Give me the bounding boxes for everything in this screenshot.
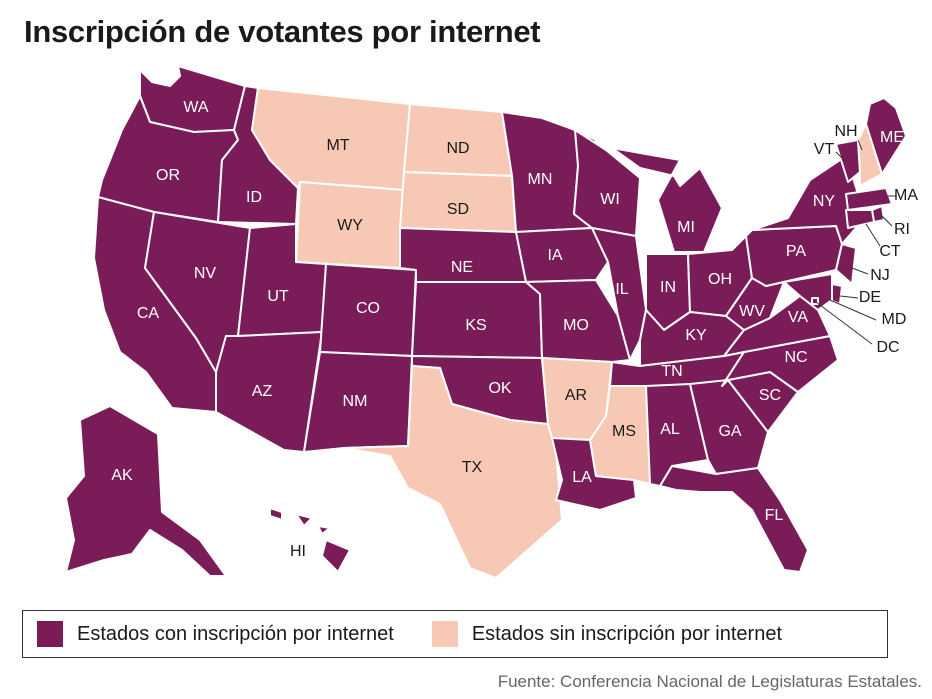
state-label-nm: NM [343,393,368,410]
state-label-al: AL [660,421,680,438]
state-label-nd: ND [446,140,469,157]
legend-swatch-with-online [37,621,63,647]
state-label-de: DE [859,289,881,306]
state-tx [343,365,563,579]
state-label-tn: TN [661,363,682,380]
state-nj [835,243,857,285]
state-label-ar: AR [565,387,587,404]
legend-label-without-online: Estados sin inscripción por internet [471,622,782,645]
state-label-ri: RI [894,221,910,238]
state-label-or: OR [156,167,180,184]
leader-line-vt [835,151,847,163]
state-me [865,97,907,175]
state-mo [525,279,631,363]
legend: Estados con inscripción por internet Est… [22,610,888,658]
state-ms [589,385,651,485]
state-label-sd: SD [447,201,469,218]
state-label-wy: WY [337,217,363,234]
legend-swatch-without-online [431,621,458,647]
state-label-la: LA [572,469,592,486]
state-label-nj: NJ [870,267,890,284]
state-label-ut: UT [267,288,289,305]
state-hi [269,507,351,573]
state-ia [515,227,609,283]
state-label-sc: SC [759,387,781,404]
state-label-in: IN [660,279,676,296]
state-label-va: VA [788,309,808,326]
state-label-fl: FL [765,507,784,524]
leader-line-dc [815,301,873,345]
us-states-map: WA OR CA ID NV MT WY UT AZ CO NM ND SD NE KS OK TX MN IA MO… [65,65,918,579]
state-label-mo: MO [563,317,589,334]
state-label-nc: NC [784,349,807,366]
state-label-tx: TX [462,459,483,476]
leader-line-nh [857,139,863,151]
state-label-ia: IA [547,247,562,264]
state-label-ks: KS [465,317,486,334]
state-label-ga: GA [718,423,741,440]
state-wi [573,129,641,237]
legend-item-with-online: Estados con inscripción por internet [37,621,394,647]
state-label-ma: MA [894,187,918,204]
state-label-nv: NV [194,265,217,282]
state-label-ak: AK [111,467,133,484]
state-label-pa: PA [786,243,806,260]
state-label-wa: WA [183,99,209,116]
state-label-co: CO [356,300,380,317]
state-ct [845,209,875,229]
legend-label-with-online: Estados con inscripción por internet [77,622,394,645]
leader-line-ri [879,213,893,227]
state-label-me: ME [880,129,904,146]
state-label-mn: MN [528,171,553,188]
state-ma [845,187,893,211]
state-label-mt: MT [326,137,349,154]
state-md [783,273,833,311]
state-label-dc: DC [876,339,899,356]
state-label-vt: VT [814,141,835,158]
state-mi [611,147,723,253]
state-fl [659,465,809,573]
state-label-hi: HI [290,543,306,560]
map-title: Inscripción de votantes por internet [24,14,541,49]
legend-item-without-online: Estados sin inscripción por internet [431,621,782,647]
state-label-ct: CT [879,243,901,260]
leader-line-nj [851,267,869,275]
state-label-oh: OH [708,271,732,288]
state-ak [65,405,227,577]
state-label-az: AZ [252,383,273,400]
leader-line-md [829,299,877,321]
source-note: Fuente: Conferencia Nacional de Legislat… [497,672,922,691]
state-label-ky: KY [685,327,707,344]
state-label-mi: MI [677,219,695,236]
state-label-ne: NE [451,259,473,276]
state-label-wi: WI [600,191,620,208]
state-label-ok: OK [488,380,511,397]
state-label-id: ID [246,189,262,206]
state-label-il: IL [615,281,628,298]
state-label-ms: MS [612,423,636,440]
state-label-ca: CA [137,305,160,322]
state-label-nh: NH [834,123,857,140]
leader-line-ct [865,223,881,247]
state-label-ny: NY [813,193,836,210]
state-label-md: MD [882,311,907,328]
leader-line-de [839,295,859,299]
state-label-wv: WV [739,303,765,320]
state-nh [857,123,883,187]
